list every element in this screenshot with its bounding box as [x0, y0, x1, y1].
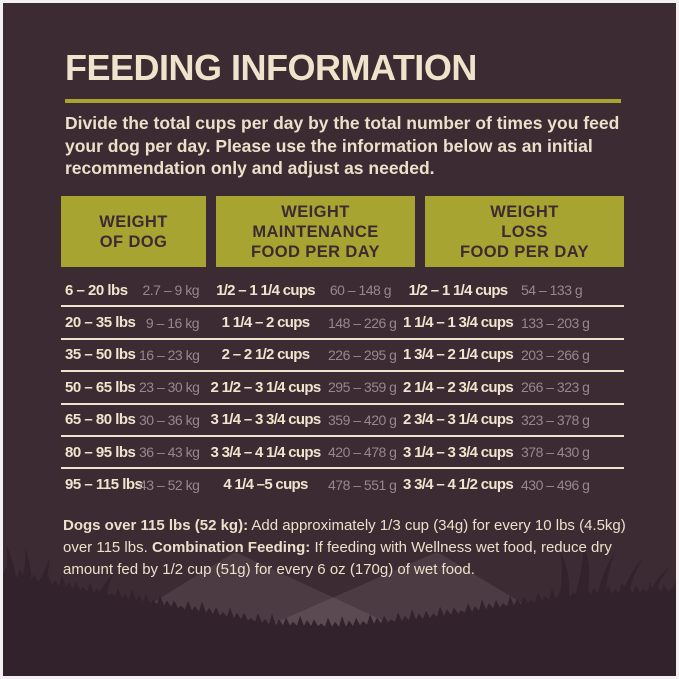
maintenance-cups-value: 1 1/4 – 2 cups: [221, 314, 310, 332]
header-line: FOOD PER DAY: [251, 242, 380, 261]
grass-blades-icon: [5, 544, 676, 598]
loss-cups-value: 1 3/4 – 2 1/4 cups: [403, 346, 514, 364]
table-row: 20 – 35 lbs 9 – 16 kg 1 1/4 – 2 cups 148…: [61, 307, 624, 340]
header-line: MAINTENANCE: [252, 222, 379, 241]
weight-lbs-value: 80 – 95 lbs: [65, 443, 136, 461]
loss-grams-value: 133 – 203 g: [521, 314, 590, 331]
weight-lbs-value: 65 – 80 lbs: [65, 411, 136, 429]
table-row: 80 – 95 lbs 36 – 43 kg 3 3/4 – 4 1/4 cup…: [61, 437, 624, 470]
weight-lbs-value: 50 – 65 lbs: [65, 378, 136, 396]
weight-kg-value: 23 – 30 kg: [139, 379, 200, 396]
footnote-rest-2: If feeding with Wellness wet food, reduc…: [63, 539, 612, 578]
maintenance-cups-value: 1/2 – 1 1/4 cups: [216, 281, 316, 299]
weight-lbs-value: 20 – 35 lbs: [65, 314, 136, 332]
loss-grams-value: 266 – 323 g: [521, 379, 590, 396]
feeding-information-panel: FEEDING INFORMATION Divide the total cup…: [3, 3, 676, 676]
page-title: FEEDING INFORMATION: [65, 47, 477, 88]
loss-grams-value: 54 – 133 g: [521, 282, 583, 299]
maintenance-grams-value: 148 – 226 g: [328, 314, 397, 331]
table-row: 50 – 65 lbs 23 – 30 kg 2 1/2 – 3 1/4 cup…: [61, 372, 624, 405]
weight-kg-value: 30 – 36 kg: [139, 411, 200, 428]
weight-lbs-value: 6 – 20 lbs: [65, 281, 128, 299]
loss-cups-value: 1 1/4 – 1 3/4 cups: [403, 314, 514, 332]
loss-grams-value: 378 – 430 g: [521, 444, 590, 461]
header-weight-maintenance: WEIGHT MAINTENANCE FOOD PER DAY: [216, 196, 415, 267]
header-line: LOSS: [501, 222, 548, 241]
loss-cups-value: 1/2 – 1 1/4 cups: [408, 281, 509, 299]
weight-lbs-value: 35 – 50 lbs: [65, 346, 136, 364]
intro-line: your dog per day. Please use the informa…: [65, 135, 593, 156]
table-row: 65 – 80 lbs 30 – 36 kg 3 1/4 – 3 3/4 cup…: [61, 405, 624, 437]
maintenance-grams-value: 226 – 295 g: [328, 346, 397, 363]
loss-grams-value: 203 – 266 g: [521, 346, 590, 363]
footnote-bold-dogs-over: Dogs over 115 lbs (52 kg):: [63, 517, 249, 534]
maintenance-cups-value: 3 1/4 – 3 3/4 cups: [210, 411, 322, 429]
weight-kg-value: 2.7 – 9 kg: [142, 282, 200, 299]
maintenance-cups-value: 2 – 2 1/2 cups: [221, 346, 310, 364]
maintenance-cups-value: 3 3/4 – 4 1/4 cups: [210, 443, 322, 461]
loss-cups-value: 3 3/4 – 4 1/2 cups: [403, 476, 514, 494]
table-row: 6 – 20 lbs 2.7 – 9 kg 1/2 – 1 1/4 cups 6…: [61, 275, 624, 308]
header-weight-of-dog: WEIGHT OF DOG: [61, 196, 206, 267]
header-weight-loss: WEIGHT LOSS FOOD PER DAY: [425, 196, 624, 267]
footnote-rest-1: Add approximately 1/3 cup (34g) for ever…: [63, 517, 626, 556]
table-row: 95 – 115 lbs 43 – 52 kg 4 1/4 –5 cups 47…: [61, 469, 624, 499]
maintenance-grams-value: 420 – 478 g: [328, 444, 397, 461]
loss-cups-value: 2 3/4 – 3 1/4 cups: [403, 411, 514, 429]
loss-cups-value: 3 1/4 – 3 3/4 cups: [403, 443, 514, 461]
maintenance-grams-value: 359 – 420 g: [328, 411, 397, 428]
weight-kg-value: 43 – 52 kg: [139, 476, 200, 493]
header-line: WEIGHT: [281, 202, 350, 221]
grass-silhouette-icon: [3, 544, 676, 676]
table-row: 35 – 50 lbs 16 – 23 kg 2 – 2 1/2 cups 22…: [61, 340, 624, 373]
maintenance-grams-value: 478 – 551 g: [328, 476, 397, 493]
landscape-silhouette: [3, 544, 676, 676]
maintenance-grams-value: 60 – 148 g: [329, 282, 392, 299]
intro-line: recommendation only and adjust as needed…: [65, 158, 435, 178]
header-line: OF DOG: [99, 232, 168, 251]
weight-lbs-value: 95 – 115 lbs: [65, 476, 143, 494]
maintenance-cups-value: 2 1/2 – 3 1/4 cups: [210, 378, 322, 396]
loss-cups-value: 2 1/4 – 2 3/4 cups: [403, 378, 514, 396]
feeding-table: 6 – 20 lbs 2.7 – 9 kg 1/2 – 1 1/4 cups 6…: [61, 275, 624, 500]
header-line: WEIGHT: [99, 212, 168, 231]
header-line: FOOD PER DAY: [460, 242, 589, 261]
loss-grams-value: 430 – 496 g: [521, 476, 590, 493]
footnote-text: Dogs over 115 lbs (52 kg): Add approxima…: [63, 515, 629, 581]
header-line: WEIGHT: [490, 202, 559, 221]
maintenance-grams-value: 295 – 359 g: [328, 379, 397, 396]
maintenance-cups-value: 4 1/4 –5 cups: [223, 476, 308, 494]
title-divider: [65, 99, 621, 103]
table-header-row: WEIGHT OF DOG WEIGHT MAINTENANCE FOOD PE…: [61, 196, 624, 267]
intro-text: Divide the total cups per day by the tot…: [65, 112, 635, 180]
intro-line: Divide the total cups per day by the tot…: [65, 113, 620, 133]
weight-kg-value: 9 – 16 kg: [145, 314, 200, 331]
weight-kg-value: 16 – 23 kg: [139, 346, 200, 363]
loss-grams-value: 323 – 378 g: [521, 411, 590, 428]
weight-kg-value: 36 – 43 kg: [139, 444, 200, 461]
footnote-bold-combination-feeding: Combination Feeding:: [151, 539, 311, 556]
